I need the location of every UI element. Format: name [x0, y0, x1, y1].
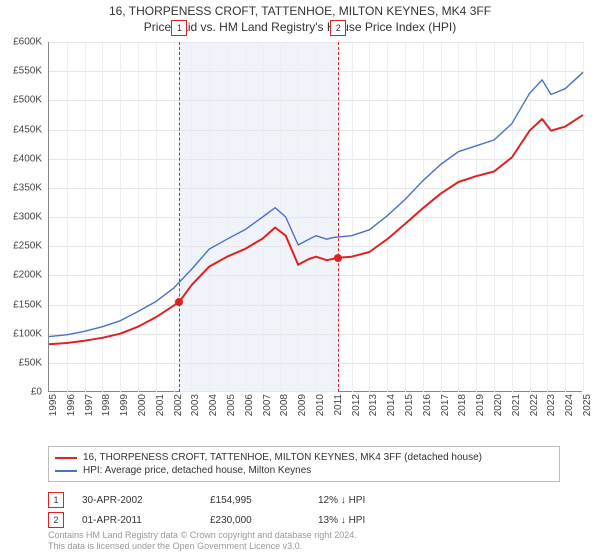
legend-label: HPI: Average price, detached house, Milt… — [83, 465, 311, 476]
legend-swatch-blue — [55, 470, 77, 472]
footer-line: This data is licensed under the Open Gov… — [48, 541, 357, 552]
legend-item-hpi: HPI: Average price, detached house, Milt… — [55, 464, 553, 477]
x-axis-label: 2015 — [404, 394, 415, 416]
y-axis-label: £350K — [0, 182, 42, 193]
transaction-marker-icon: 2 — [330, 20, 346, 36]
x-axis-label: 2025 — [582, 394, 593, 416]
x-axis-label: 2023 — [546, 394, 557, 416]
legend-item-price-paid: 16, THORPENESS CROFT, TATTENHOE, MILTON … — [55, 451, 553, 464]
line-layer — [49, 42, 583, 392]
x-axis-label: 2013 — [368, 394, 379, 416]
x-axis-label: 2010 — [315, 394, 326, 416]
series-price_paid — [49, 115, 583, 344]
x-axis-label: 2001 — [155, 394, 166, 416]
x-axis-label: 1999 — [119, 394, 130, 416]
chart-area: 12 £0£50K£100K£150K£200K£250K£300K£350K£… — [48, 42, 582, 412]
y-axis-label: £0 — [0, 387, 42, 398]
legend-label: 16, THORPENESS CROFT, TATTENHOE, MILTON … — [83, 452, 482, 463]
y-axis-label: £450K — [0, 124, 42, 135]
footer-line: Contains HM Land Registry data © Crown c… — [48, 530, 357, 541]
y-axis-label: £600K — [0, 37, 42, 48]
transaction-dot — [334, 254, 342, 262]
transaction-marker-icon: 1 — [171, 20, 187, 36]
y-axis-label: £500K — [0, 95, 42, 106]
x-axis-label: 1997 — [84, 394, 95, 416]
transaction-row: 1 30-APR-2002 £154,995 12% ↓ HPI — [48, 490, 560, 510]
transaction-row: 2 01-APR-2011 £230,000 13% ↓ HPI — [48, 510, 560, 530]
x-axis-label: 2009 — [297, 394, 308, 416]
y-axis-label: £400K — [0, 153, 42, 164]
legend-box: 16, THORPENESS CROFT, TATTENHOE, MILTON … — [48, 446, 560, 482]
x-axis-label: 2006 — [244, 394, 255, 416]
x-axis-label: 2008 — [279, 394, 290, 416]
y-axis-label: £200K — [0, 270, 42, 281]
x-axis-label: 2016 — [422, 394, 433, 416]
x-axis-label: 2018 — [457, 394, 468, 416]
y-axis-label: £100K — [0, 328, 42, 339]
x-axis-label: 2022 — [529, 394, 540, 416]
series-hpi — [49, 72, 583, 336]
footer-attribution: Contains HM Land Registry data © Crown c… — [48, 530, 357, 553]
x-axis-label: 2007 — [262, 394, 273, 416]
chart-title-sub: Price paid vs. HM Land Registry's House … — [0, 20, 600, 34]
x-axis-label: 2012 — [351, 394, 362, 416]
transaction-dot — [175, 298, 183, 306]
x-axis-label: 2014 — [386, 394, 397, 416]
legend-swatch-red — [55, 457, 77, 459]
x-axis-label: 2000 — [137, 394, 148, 416]
transaction-marker-icon: 2 — [48, 512, 64, 528]
y-axis-label: £550K — [0, 66, 42, 77]
x-axis-label: 2002 — [173, 394, 184, 416]
y-axis-label: £50K — [0, 357, 42, 368]
transaction-date: 01-APR-2011 — [82, 515, 192, 526]
x-axis-label: 2020 — [493, 394, 504, 416]
x-axis-label: 1996 — [66, 394, 77, 416]
plot-region: 12 — [48, 42, 582, 392]
gridline — [583, 42, 584, 392]
x-axis-label: 2004 — [208, 394, 219, 416]
transaction-price: £230,000 — [210, 515, 300, 526]
x-axis-label: 2019 — [475, 394, 486, 416]
x-axis-label: 2011 — [333, 394, 344, 416]
y-axis-label: £300K — [0, 212, 42, 223]
transactions-table: 1 30-APR-2002 £154,995 12% ↓ HPI 2 01-AP… — [48, 490, 560, 530]
x-axis-label: 2017 — [440, 394, 451, 416]
transaction-pct: 12% ↓ HPI — [318, 495, 428, 506]
chart-title-address: 16, THORPENESS CROFT, TATTENHOE, MILTON … — [0, 4, 600, 18]
transaction-price: £154,995 — [210, 495, 300, 506]
transaction-pct: 13% ↓ HPI — [318, 515, 428, 526]
x-axis-label: 2021 — [511, 394, 522, 416]
y-axis-label: £250K — [0, 241, 42, 252]
x-axis-label: 2003 — [190, 394, 201, 416]
x-axis-label: 2005 — [226, 394, 237, 416]
x-axis-label: 1995 — [48, 394, 59, 416]
y-axis-label: £150K — [0, 299, 42, 310]
x-axis-label: 1998 — [101, 394, 112, 416]
transaction-date: 30-APR-2002 — [82, 495, 192, 506]
transaction-marker-icon: 1 — [48, 492, 64, 508]
x-axis-label: 2024 — [564, 394, 575, 416]
